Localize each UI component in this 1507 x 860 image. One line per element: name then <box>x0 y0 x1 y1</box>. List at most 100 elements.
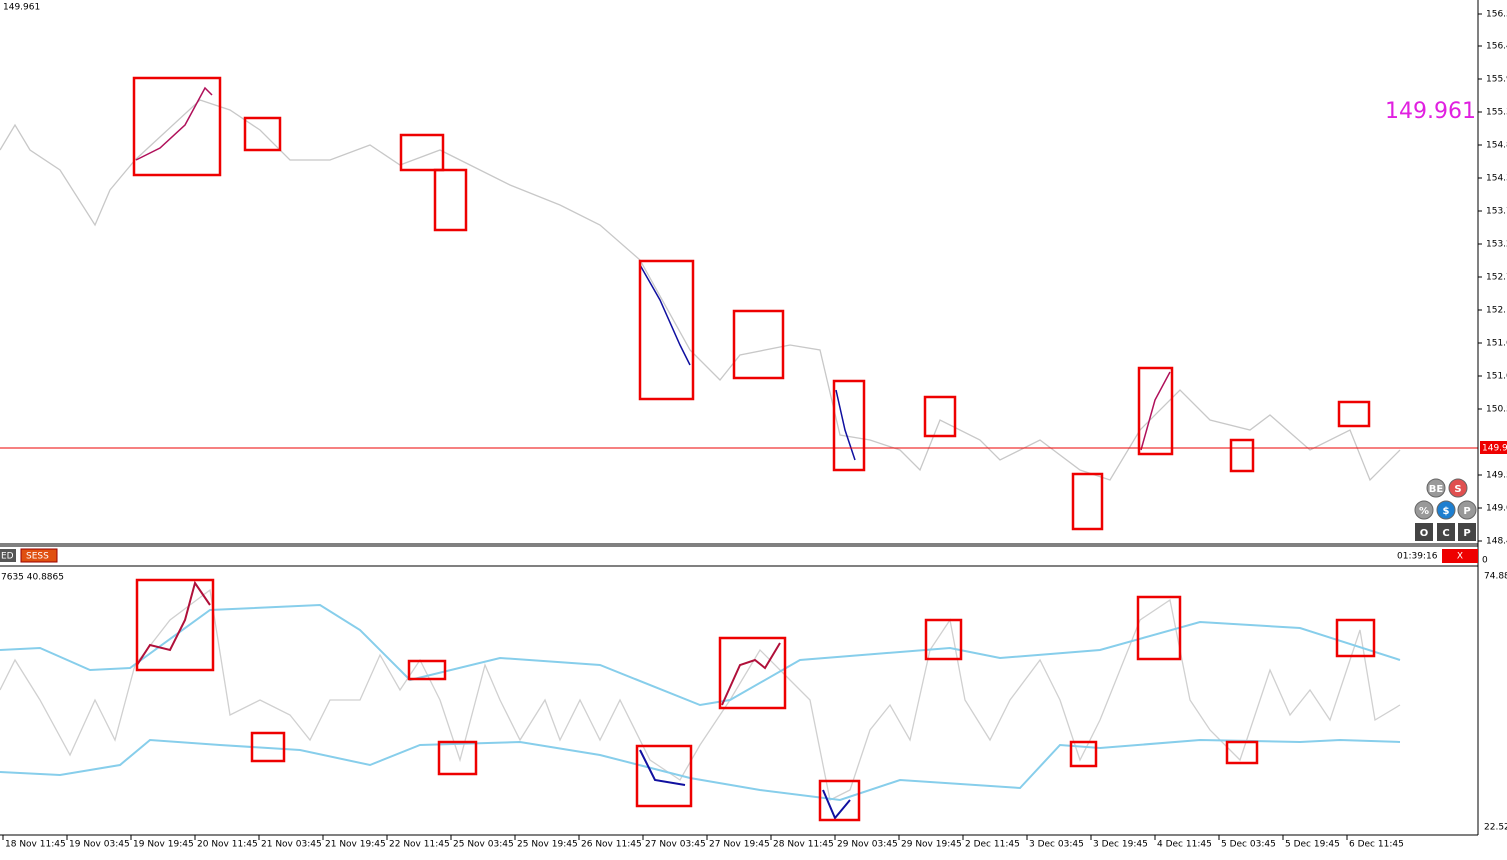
box <box>407 659 447 681</box>
box <box>732 309 785 380</box>
tool-button-label: C <box>1442 528 1449 539</box>
indicator-axis-label: 74.88 <box>1484 572 1507 582</box>
signal-down <box>822 789 851 820</box>
status-button[interactable] <box>20 548 58 563</box>
y-tick-label: 149.5 <box>1486 471 1507 481</box>
y-tick-label: 156.4 <box>1486 42 1507 52</box>
tool-button[interactable] <box>1426 478 1446 498</box>
box <box>437 740 478 776</box>
x-tick-label: 27 Nov 19:45 <box>709 840 770 850</box>
box <box>635 744 693 808</box>
x-tick-label: 25 Nov 03:45 <box>453 840 514 850</box>
tool-button-label: % <box>1419 506 1429 517</box>
box <box>135 578 215 672</box>
box <box>250 731 286 763</box>
y-tick-label: 149.0 <box>1486 504 1507 514</box>
tool-button[interactable] <box>1448 478 1468 498</box>
y-tick-label: 156.5 <box>1486 10 1507 20</box>
x-tick-label: 5 Dec 19:45 <box>1285 840 1340 850</box>
tool-button[interactable] <box>1436 500 1456 520</box>
x-tick-label: 18 Nov 11:45 <box>5 840 66 850</box>
tool-button-label: BE <box>1429 484 1444 495</box>
x-tick-label: 19 Nov 19:45 <box>133 840 194 850</box>
box <box>1069 740 1098 768</box>
box <box>1337 400 1371 428</box>
signal-up <box>136 580 211 666</box>
x-tick-label: 20 Nov 11:45 <box>197 840 258 850</box>
highlight-boxes <box>135 578 1376 822</box>
price-line <box>0 99 1401 482</box>
tool-button-label: P <box>1463 528 1470 539</box>
x-tick-label: 27 Nov 03:45 <box>645 840 706 850</box>
x-tick-label: 21 Nov 03:45 <box>261 840 322 850</box>
close-button[interactable] <box>1442 549 1478 563</box>
downtrend-segment <box>835 389 856 461</box>
downtrend-segment <box>639 264 691 366</box>
box <box>818 779 861 822</box>
x-tick-label: 5 Dec 03:45 <box>1221 840 1276 850</box>
x-tick-label: 29 Nov 03:45 <box>837 840 898 850</box>
box <box>433 168 468 232</box>
tool-button[interactable] <box>1414 500 1434 520</box>
tool-button[interactable] <box>1437 523 1455 541</box>
x-tick-label: 22 Nov 11:45 <box>389 840 450 850</box>
x-tick-label: 29 Nov 19:45 <box>901 840 962 850</box>
y-tick-label: 151.0 <box>1486 372 1507 382</box>
y-tick-label: 154.8 <box>1486 141 1507 151</box>
indicator-axis-label: 22.52 <box>1484 823 1507 833</box>
x-tick-label: 19 Nov 03:45 <box>69 840 130 850</box>
x-tick-label: 3 Dec 19:45 <box>1093 840 1148 850</box>
status-text: SESS <box>26 552 49 562</box>
box <box>924 618 963 661</box>
upper-band <box>0 603 1401 707</box>
x-tick-label: 4 Dec 11:45 <box>1157 840 1212 850</box>
y-tick-label: 153.2 <box>1486 240 1507 250</box>
price-tag-text: 149.9 <box>1482 444 1507 454</box>
status-button[interactable] <box>0 549 16 562</box>
box <box>243 116 282 152</box>
status-text: ED <box>1 552 14 562</box>
y-tick-label: 152.7 <box>1486 273 1507 283</box>
box <box>638 259 695 401</box>
y-tick-label: 153.7 <box>1486 207 1507 217</box>
box <box>1229 438 1255 473</box>
signal-down <box>639 749 686 786</box>
box <box>1137 366 1174 456</box>
signal-up <box>721 642 781 706</box>
tool-button-label: P <box>1463 506 1470 517</box>
box <box>132 76 222 177</box>
price-tag <box>1480 441 1507 454</box>
x-tick-label: 26 Nov 11:45 <box>581 840 642 850</box>
x-tick-label: 2 Dec 11:45 <box>965 840 1020 850</box>
big-price: 149.961 <box>1385 99 1476 124</box>
price-label: 149.961 <box>3 3 40 13</box>
box <box>399 133 445 172</box>
box <box>923 395 957 438</box>
uptrend-segment <box>1140 371 1171 451</box>
box <box>832 379 866 472</box>
box <box>1136 595 1182 661</box>
x-tick-label: 3 Dec 03:45 <box>1029 840 1084 850</box>
y-tick-label: 154.3 <box>1486 174 1507 184</box>
y-tick-label: 151.6 <box>1486 339 1507 349</box>
x-tick-label: 25 Nov 19:45 <box>517 840 578 850</box>
tool-button-label: $ <box>1443 506 1450 517</box>
indicator-label: 7635 40.8865 <box>1 573 64 583</box>
oscillator-line <box>0 588 1401 801</box>
tool-button[interactable] <box>1458 523 1476 541</box>
tool-button[interactable] <box>1415 523 1433 541</box>
y-tick-label: 152.1 <box>1486 306 1507 316</box>
y-tick-label: 150.5 <box>1486 405 1507 415</box>
timer: 01:39:16 <box>1397 552 1438 562</box>
tool-button-label: S <box>1454 484 1461 495</box>
y-tick-label: 155.3 <box>1486 108 1507 118</box>
box <box>1335 618 1376 658</box>
tool-button-label: O <box>1420 528 1429 539</box>
highlight-boxes <box>132 76 1371 531</box>
tool-button[interactable] <box>1457 500 1477 520</box>
y-tick-label: 148.4 <box>1486 537 1507 547</box>
y-tick-label: 155.9 <box>1486 75 1507 85</box>
